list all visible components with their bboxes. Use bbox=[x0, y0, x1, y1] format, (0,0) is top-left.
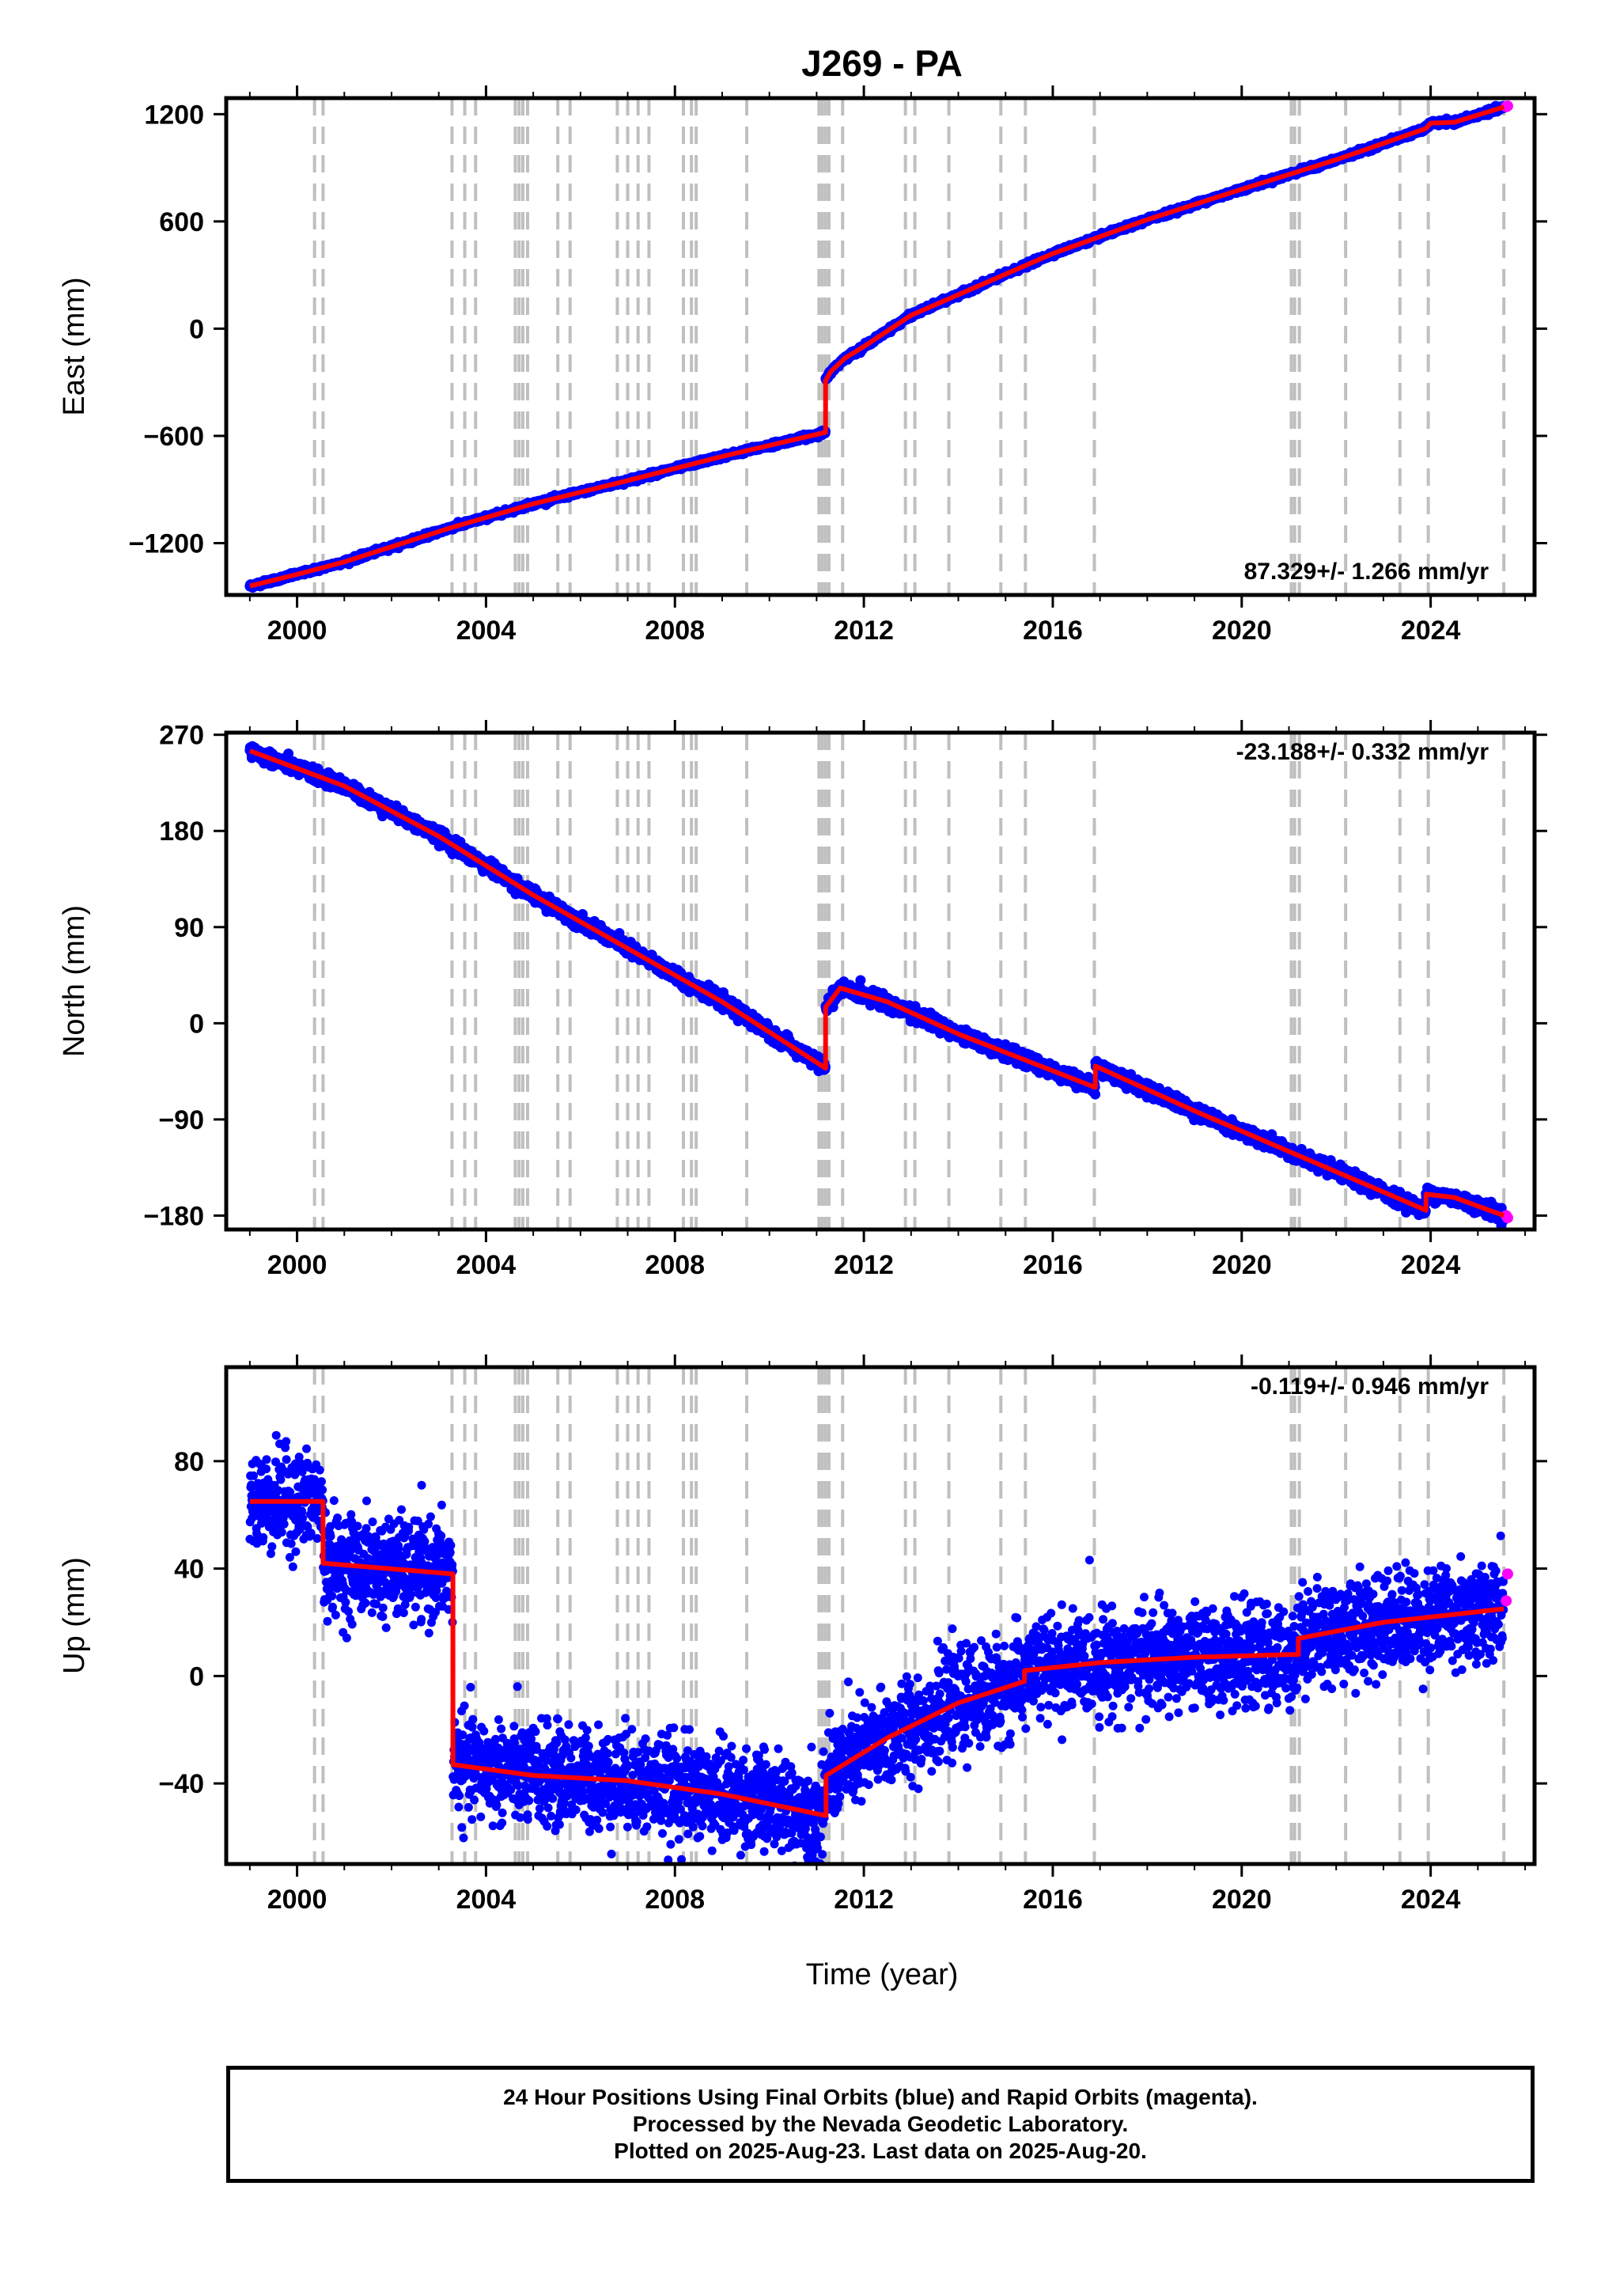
x-tick-label: 2008 bbox=[645, 616, 705, 646]
panel-2: 2000 2004 2008 2012 2016 2020 2024−180−9009018… bbox=[58, 720, 1547, 1280]
plot-frame bbox=[224, 96, 1537, 597]
data-point bbox=[283, 748, 294, 760]
y-tick-label: 0 bbox=[189, 314, 204, 344]
x-tick-label: 2012 bbox=[834, 616, 894, 646]
x-tick-label: 2000 bbox=[267, 616, 327, 646]
x-tick-label: 2016 bbox=[1023, 616, 1083, 646]
x-tick-label: 2024 bbox=[1401, 616, 1461, 646]
rapid-orbit-point bbox=[1501, 100, 1513, 112]
y-tick-label: −600 bbox=[143, 422, 204, 452]
y-tick-label: 1200 bbox=[144, 100, 204, 130]
final-orbit-points bbox=[244, 741, 1509, 1229]
x-tick-label: 2004 bbox=[456, 616, 517, 646]
x-tick-label: 2020 bbox=[1212, 616, 1272, 646]
panel-1: 2000 2004 2008 2012 2016 2020 2024 −1200 −600 0 60… bbox=[58, 85, 1547, 646]
chart-title: J269 - PA bbox=[801, 43, 963, 84]
final-orbit-points bbox=[244, 100, 1509, 593]
rate-label: 87.329+/- 1.266 mm/yr bbox=[1244, 559, 1489, 585]
model-line bbox=[249, 104, 1505, 589]
y-axis-label: East (mm) bbox=[58, 277, 91, 415]
y-tick-label: 600 bbox=[159, 207, 204, 237]
y-tick-label: −1200 bbox=[129, 529, 205, 559]
